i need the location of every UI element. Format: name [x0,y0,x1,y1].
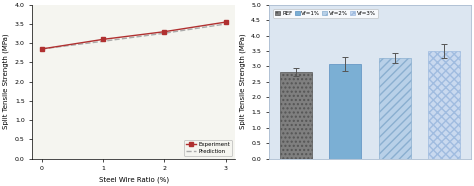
Experiment [223,21,228,23]
Bar [379,58,410,158]
Prediction [223,23,228,25]
Legend: REF, Vf=1%, Vf=2%, Vf=3%: REF, Vf=1%, Vf=2%, Vf=3% [273,9,378,18]
Prediction [100,40,106,42]
Bar [280,72,312,158]
Line: Experiment: Experiment [39,20,228,51]
Prediction [39,48,45,50]
Bar [329,64,361,158]
Experiment [39,48,45,50]
X-axis label: Steel Wire Ratio (%): Steel Wire Ratio (%) [99,177,169,183]
Y-axis label: Split Tensile Strength (MPa): Split Tensile Strength (MPa) [3,34,9,129]
Experiment [100,38,106,41]
Line: Prediction: Prediction [42,24,226,49]
Bar [428,51,460,158]
Prediction [162,32,167,34]
Experiment [162,31,167,33]
Legend: Experiment, Prediction: Experiment, Prediction [184,140,232,156]
Y-axis label: Split Tensile Strength (MPa): Split Tensile Strength (MPa) [239,34,246,129]
